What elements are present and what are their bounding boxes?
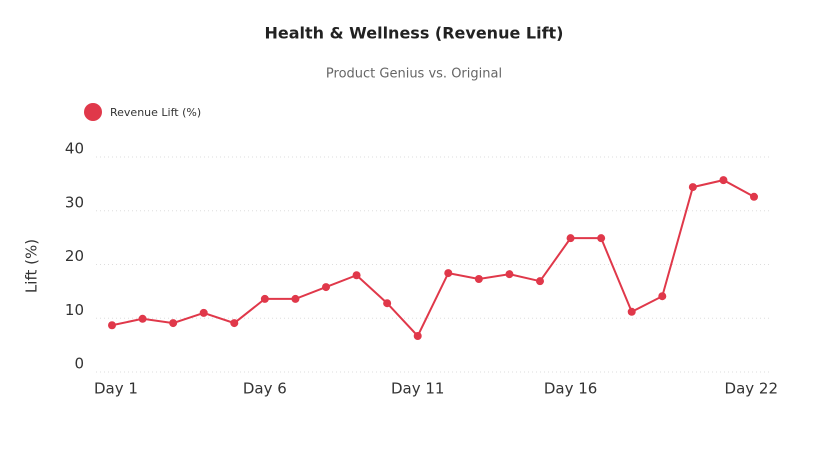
chart-title: Health & Wellness (Revenue Lift) xyxy=(265,24,564,43)
data-point xyxy=(291,294,300,303)
y-tick-label: 10 xyxy=(65,301,84,319)
data-point xyxy=(505,270,514,279)
data-point xyxy=(138,314,147,323)
legend-marker xyxy=(84,103,102,121)
data-point xyxy=(352,271,361,280)
x-tick-label: Day 1 xyxy=(94,380,138,398)
data-point xyxy=(566,234,575,243)
y-axis-title: Lift (%) xyxy=(23,239,41,293)
x-tick-label: Day 16 xyxy=(544,380,597,398)
data-point xyxy=(474,275,483,284)
data-point xyxy=(597,234,606,243)
data-point xyxy=(688,183,697,192)
data-point xyxy=(383,299,392,308)
data-point xyxy=(322,283,330,292)
data-point xyxy=(627,307,636,316)
data-point xyxy=(230,319,239,328)
data-point xyxy=(260,294,269,303)
data-point xyxy=(444,269,453,278)
data-point xyxy=(719,176,728,185)
data-point xyxy=(750,192,758,201)
y-tick-label: 40 xyxy=(65,140,84,158)
data-point xyxy=(108,321,116,330)
legend-label: Revenue Lift (%) xyxy=(110,106,201,119)
data-point xyxy=(413,331,422,340)
data-point xyxy=(536,277,544,286)
y-tick-label: 20 xyxy=(65,247,84,265)
x-tick-label: Day 6 xyxy=(243,380,287,398)
data-point xyxy=(658,292,667,301)
series-line xyxy=(111,179,755,338)
x-tick-label: Day 11 xyxy=(391,380,444,398)
data-point xyxy=(169,319,178,328)
x-tick-label: Day 22 xyxy=(725,380,778,398)
y-tick-label: 30 xyxy=(65,193,84,211)
data-point xyxy=(199,308,208,317)
y-tick-label: 0 xyxy=(74,355,84,373)
chart-subtitle: Product Genius vs. Original xyxy=(326,67,502,82)
